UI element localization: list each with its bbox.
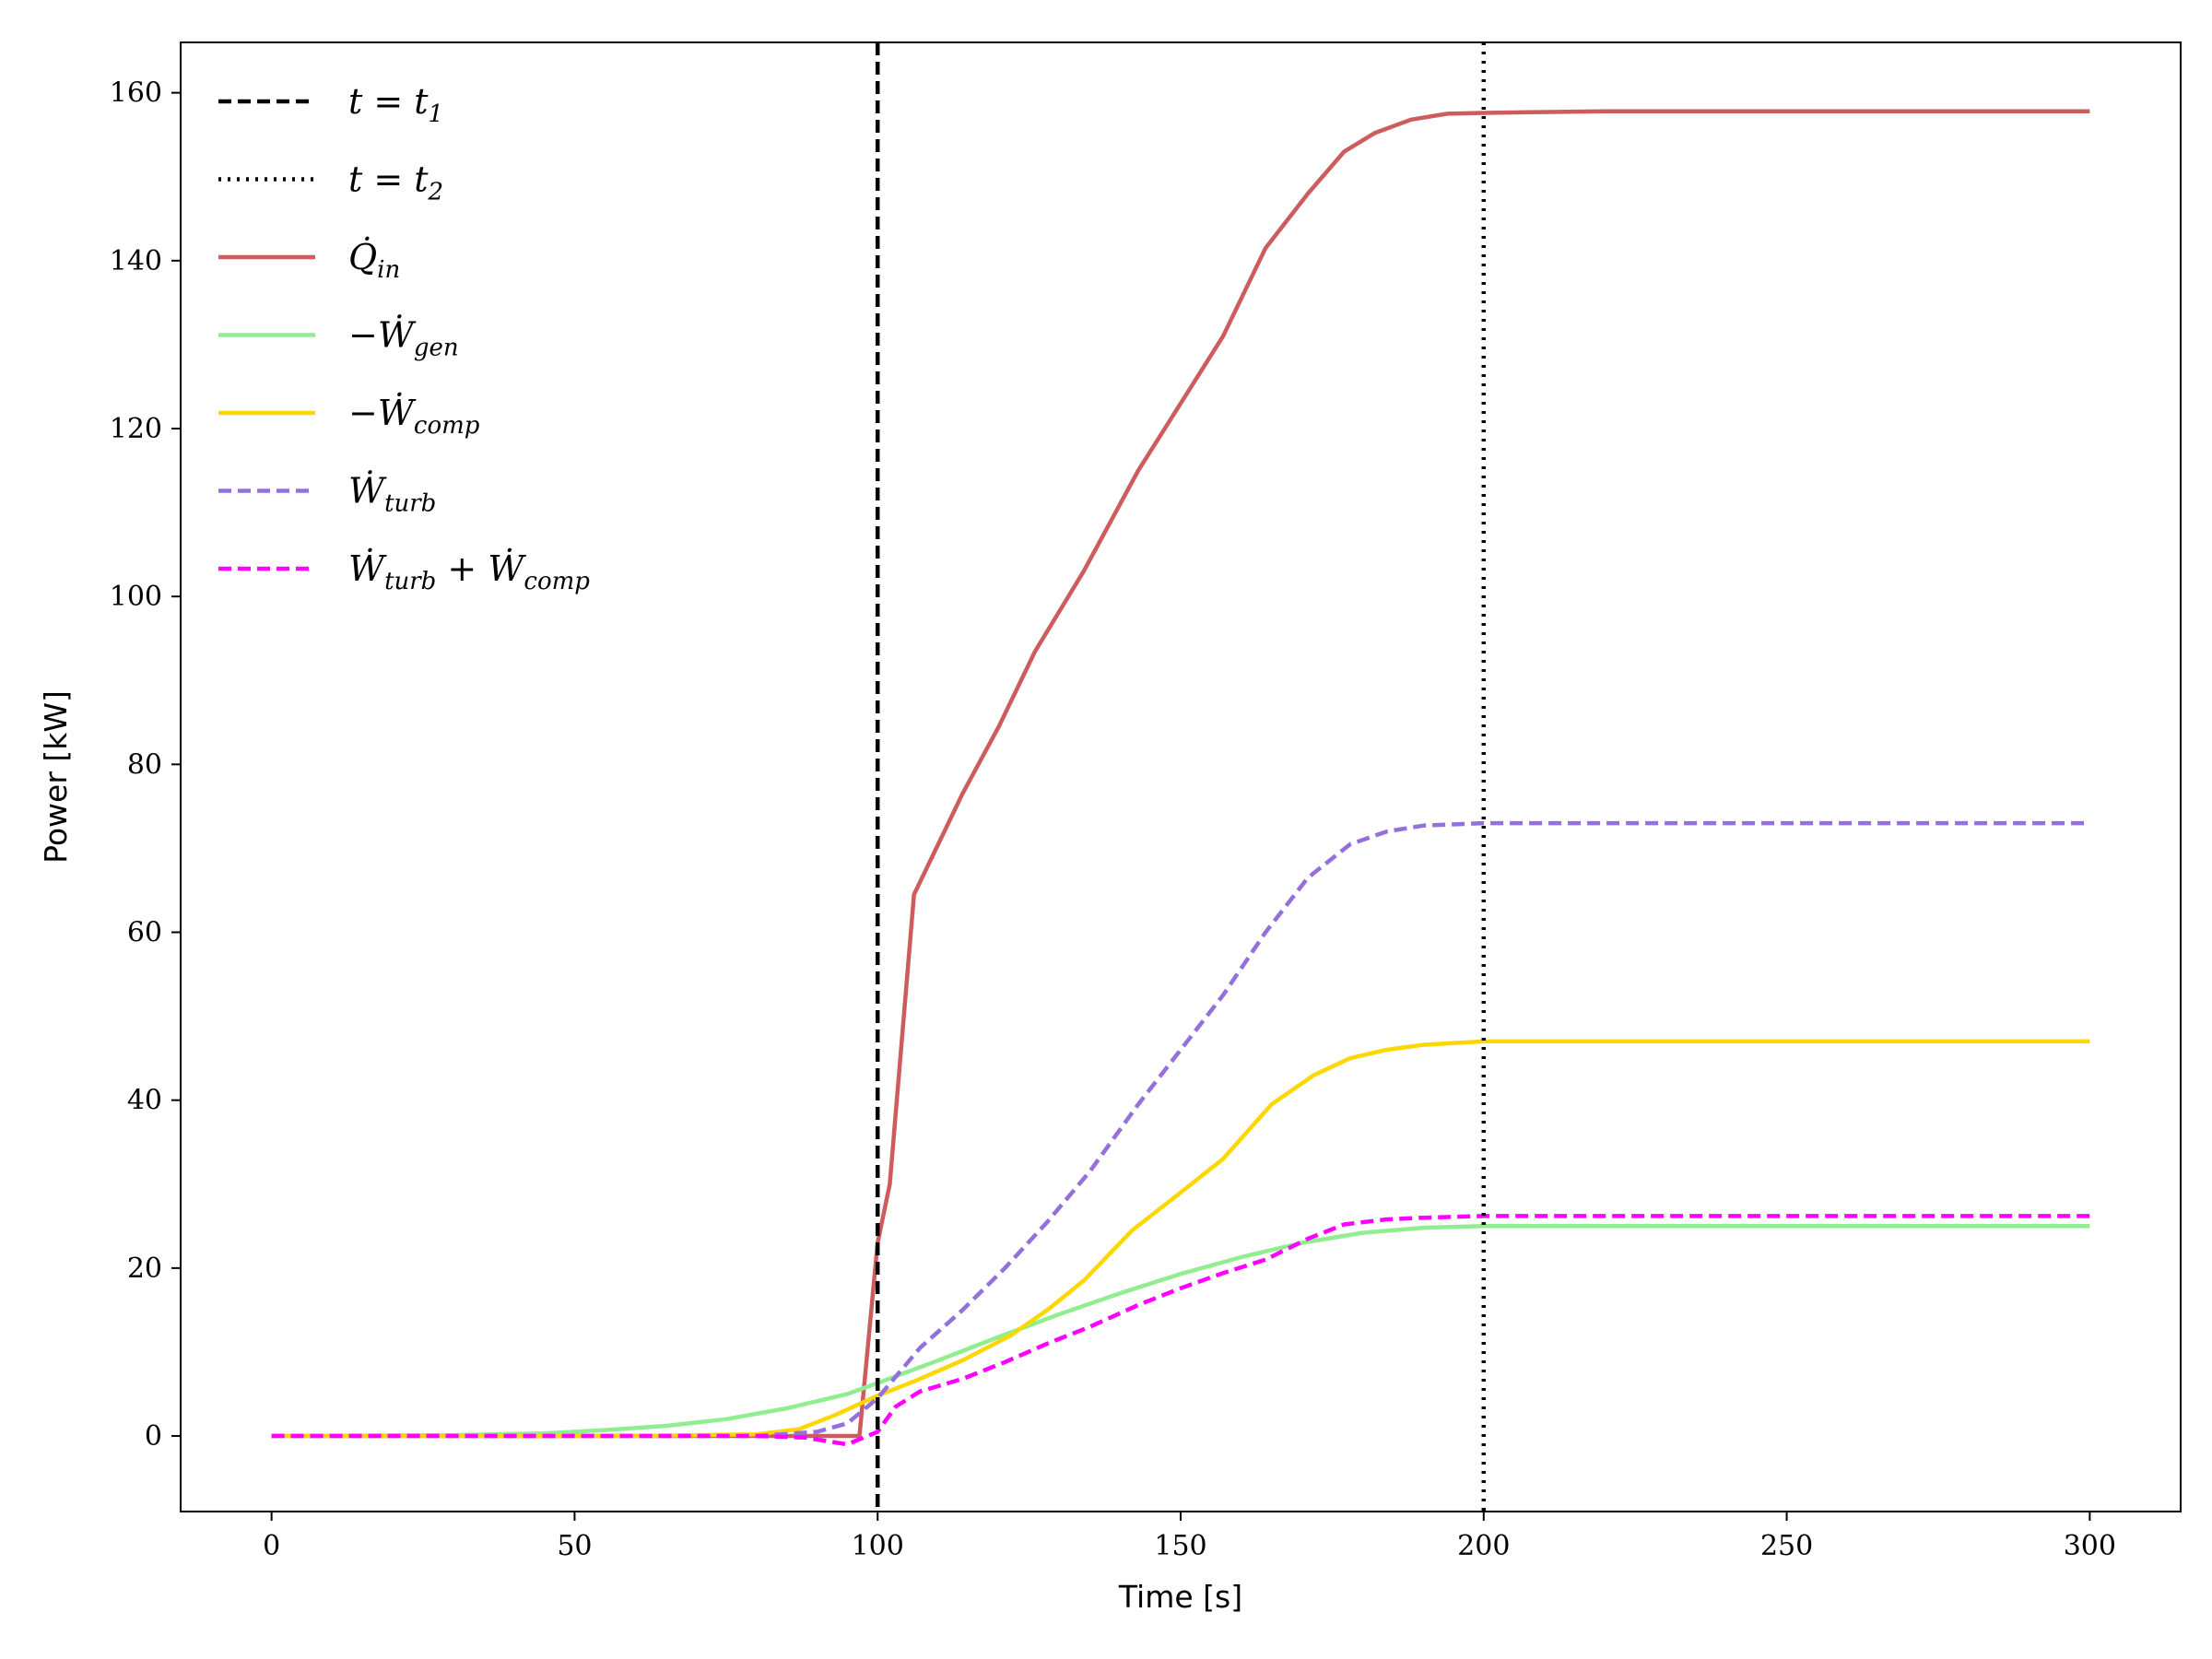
x-axis: 0 50 100 150 200 250 300 <box>263 1512 2116 1562</box>
y-axis-label: Power [kW] <box>38 690 74 864</box>
plot-frame <box>180 41 2182 1512</box>
legend-label-3: −Ẇgen <box>348 315 459 362</box>
series-line-1 <box>271 1224 2090 1439</box>
y-tick-label: 100 <box>110 581 162 613</box>
y-tick-label: 80 <box>127 748 162 781</box>
x-tick-label: 50 <box>557 1530 592 1562</box>
series-line-3 <box>271 820 2090 1439</box>
y-tick-label: 0 <box>145 1420 162 1453</box>
x-tick-label: 250 <box>1760 1530 1813 1562</box>
series-line-0 <box>271 109 2090 1439</box>
y-axis: 0 20 40 60 80 100 120 140 160 <box>110 77 181 1453</box>
x-tick-label: 100 <box>852 1530 904 1562</box>
legend-label-1: t = t2 <box>348 159 443 206</box>
legend-label-6: Ẇturb + Ẇcomp <box>348 548 590 595</box>
legend-label-0: t = t1 <box>348 81 443 128</box>
vline-layer <box>875 42 1487 1512</box>
x-tick-label: 300 <box>2064 1530 2116 1562</box>
series-layer <box>271 109 2090 1447</box>
series-line-2 <box>271 1039 2090 1439</box>
legend-label-2: Q̇in <box>348 237 400 284</box>
y-tick-label: 20 <box>127 1253 162 1285</box>
x-tick-label: 150 <box>1154 1530 1206 1562</box>
y-tick-label: 160 <box>110 77 162 110</box>
x-axis-label: Time [s] <box>1118 1579 1242 1615</box>
legend-label-5: Ẇturb <box>348 471 436 518</box>
y-tick-label: 40 <box>127 1085 162 1117</box>
y-tick-label: 60 <box>127 917 162 949</box>
series-line-4 <box>271 1214 2090 1447</box>
legend-label-4: −Ẇcomp <box>348 393 480 440</box>
y-tick-label: 140 <box>110 245 162 277</box>
x-tick-label: 0 <box>263 1530 280 1562</box>
y-tick-label: 120 <box>110 413 162 445</box>
x-tick-label: 200 <box>1457 1530 1510 1562</box>
legend: t = t1 t = t2 Q̇in −Ẇgen −Ẇcomp Ẇturb Ẇturb + … <box>218 81 590 595</box>
